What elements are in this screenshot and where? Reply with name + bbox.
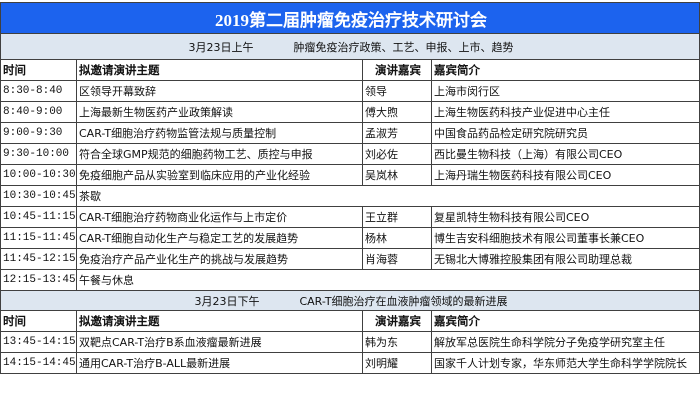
- time-cell: 8:40-9:00: [0, 101, 77, 123]
- topic-cell: 区领导开幕致辞: [76, 80, 363, 102]
- table-row: 10:00-10:30 免疫细胞产品从实验室到临床应用的产业化经验 吴岚林 上海丹瑞生…: [0, 164, 700, 186]
- table-row: 8:30-8:40 区领导开幕致辞 领导 上海市闵行区: [0, 80, 700, 102]
- table-row: 9:30-10:00 符合全球GMP规范的细胞药物工艺、质控与申报 刘必佐 西比曼生物…: [0, 143, 700, 165]
- speaker-cell: 领导: [362, 80, 432, 102]
- session-header: 3月23日上午 肿瘤免疫治疗政策、工艺、申报、上市、趋势: [0, 33, 700, 60]
- session-theme: CAR-T细胞治疗在血液肿瘤领域的最新进展: [299, 294, 508, 308]
- time-cell: 11:15-11:45: [0, 227, 77, 249]
- bio-cell: 上海生物医药科技产业促进中心主任: [431, 101, 700, 123]
- speaker-cell: 肖海蓉: [362, 248, 432, 270]
- session-theme: 肿瘤免疫治疗政策、工艺、申报、上市、趋势: [293, 40, 514, 54]
- time-cell: 10:00-10:30: [0, 164, 77, 186]
- speaker-cell: 吴岚林: [362, 164, 432, 186]
- time-cell: 10:45-11:15: [0, 206, 77, 228]
- header-topic: 拟邀请演讲主题: [76, 59, 363, 81]
- table-row: 10:45-11:15 CAR-T细胞治疗药物商业化运作与上市定价 王立群 复星凯特生…: [0, 206, 700, 228]
- table-row: 10:30-10:45 茶歇: [0, 185, 700, 207]
- topic-cell: 符合全球GMP规范的细胞药物工艺、质控与申报: [76, 143, 363, 165]
- session-header: 3月23日下午 CAR-T细胞治疗在血液肿瘤领域的最新进展: [0, 290, 700, 311]
- header-bio: 嘉宾简介: [431, 59, 700, 81]
- break-cell: 茶歇: [76, 185, 700, 207]
- speaker-cell: 傅大煦: [362, 101, 432, 123]
- column-headers: 时间 拟邀请演讲主题 演讲嘉宾 嘉宾简介: [0, 59, 700, 81]
- header-speaker: 演讲嘉宾: [362, 59, 432, 81]
- header-time: 时间: [0, 310, 77, 332]
- bio-cell: 无锡北大博雅控股集团有限公司助理总裁: [431, 248, 700, 270]
- table-row: 14:15-14:45 通用CAR-T治疗B-ALL最新进展 刘明耀 国家千人计划专家…: [0, 352, 700, 374]
- column-headers: 时间 拟邀请演讲主题 演讲嘉宾 嘉宾简介: [0, 310, 700, 332]
- speaker-cell: 王立群: [362, 206, 432, 228]
- bio-cell: 西比曼生物科技（上海）有限公司CEO: [431, 143, 700, 165]
- session-date: 3月23日上午: [188, 40, 254, 54]
- time-cell: 11:45-12:15: [0, 248, 77, 270]
- table-row: 12:15-13:45 午餐与休息: [0, 269, 700, 291]
- speaker-cell: 刘明耀: [362, 352, 432, 374]
- table-row: 11:15-11:45 CAR-T细胞自动化生产与稳定工艺的发展趋势 杨林 博生吉安科…: [0, 227, 700, 249]
- session-banner: 3月23日上午 肿瘤免疫治疗政策、工艺、申报、上市、趋势: [0, 33, 700, 60]
- speaker-cell: 刘必佐: [362, 143, 432, 165]
- agenda: 2019第二届肿瘤免疫治疗技术研讨会 3月23日上午 肿瘤免疫治疗政策、工艺、申报…: [0, 2, 700, 374]
- time-cell: 13:45-14:15: [0, 331, 77, 353]
- time-cell: 10:30-10:45: [0, 185, 77, 207]
- bio-cell: 中国食品药品检定研究院研究员: [431, 122, 700, 144]
- topic-cell: 通用CAR-T治疗B-ALL最新进展: [76, 352, 363, 374]
- header-time: 时间: [0, 59, 77, 81]
- time-cell: 9:30-10:00: [0, 143, 77, 165]
- header-bio: 嘉宾简介: [431, 310, 700, 332]
- topic-cell: CAR-T细胞治疗药物商业化运作与上市定价: [76, 206, 363, 228]
- header-speaker: 演讲嘉宾: [362, 310, 432, 332]
- table-row: 9:00-9:30 CAR-T细胞治疗药物监管法规与质量控制 孟淑芳 中国食品药品检定…: [0, 122, 700, 144]
- bio-cell: 上海丹瑞生物医药科技有限公司CEO: [431, 164, 700, 186]
- bio-cell: 博生吉安科细胞技术有限公司董事长兼CEO: [431, 227, 700, 249]
- table-row: 11:45-12:15 免疫治疗产品产业化生产的挑战与发展趋势 肖海蓉 无锡北大博雅控…: [0, 248, 700, 270]
- topic-cell: 双靶点CAR-T治疗B系血液瘤最新进展: [76, 331, 363, 353]
- topic-cell: 免疫细胞产品从实验室到临床应用的产业化经验: [76, 164, 363, 186]
- table-row: 8:40-9:00 上海最新生物医药产业政策解读 傅大煦 上海生物医药科技产业促进中心…: [0, 101, 700, 123]
- session-banner: 3月23日下午 CAR-T细胞治疗在血液肿瘤领域的最新进展: [0, 290, 700, 311]
- time-cell: 8:30-8:40: [0, 80, 77, 102]
- bio-cell: 复星凯特生物科技有限公司CEO: [431, 206, 700, 228]
- time-cell: 12:15-13:45: [0, 269, 77, 291]
- bio-cell: 解放军总医院生命科学院分子免疫学研究室主任: [431, 331, 700, 353]
- break-cell: 午餐与休息: [76, 269, 700, 291]
- time-cell: 14:15-14:45: [0, 352, 77, 374]
- table-row: 13:45-14:15 双靶点CAR-T治疗B系血液瘤最新进展 韩为东 解放军总医院生…: [0, 331, 700, 353]
- bio-cell: 国家千人计划专家，华东师范大学生命科学学院院长: [431, 352, 700, 374]
- speaker-cell: 孟淑芳: [362, 122, 432, 144]
- bio-cell: 上海市闵行区: [431, 80, 700, 102]
- topic-cell: 上海最新生物医药产业政策解读: [76, 101, 363, 123]
- page-title: 2019第二届肿瘤免疫治疗技术研讨会: [0, 2, 700, 34]
- topic-cell: 免疫治疗产品产业化生产的挑战与发展趋势: [76, 248, 363, 270]
- header-topic: 拟邀请演讲主题: [76, 310, 363, 332]
- speaker-cell: 杨林: [362, 227, 432, 249]
- topic-cell: CAR-T细胞自动化生产与稳定工艺的发展趋势: [76, 227, 363, 249]
- speaker-cell: 韩为东: [362, 331, 432, 353]
- title-row: 2019第二届肿瘤免疫治疗技术研讨会: [0, 2, 700, 34]
- session-date: 3月23日下午: [194, 294, 260, 308]
- agenda-table: 2019第二届肿瘤免疫治疗技术研讨会 3月23日上午 肿瘤免疫治疗政策、工艺、申报…: [0, 2, 700, 374]
- time-cell: 9:00-9:30: [0, 122, 77, 144]
- topic-cell: CAR-T细胞治疗药物监管法规与质量控制: [76, 122, 363, 144]
